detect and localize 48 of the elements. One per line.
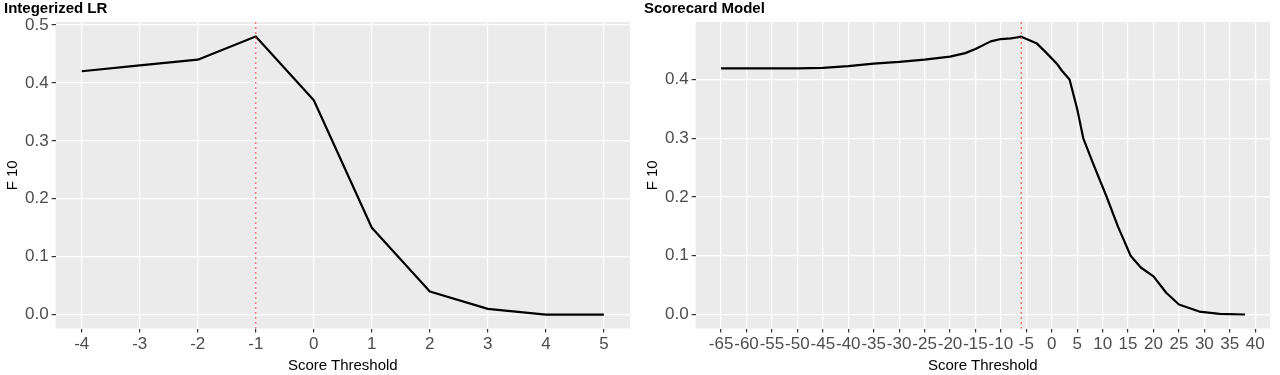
x-tick-label: 0	[1047, 334, 1057, 354]
x-tick-label: -2	[190, 334, 206, 354]
y-tick-label: 0.3	[24, 130, 49, 150]
x-tick-label: 40	[1245, 334, 1265, 354]
x-tick-label: -40	[835, 334, 861, 354]
x-tick-label: 4	[541, 334, 551, 354]
x-tick-label: -30	[886, 334, 912, 354]
x-tick-label: -65	[708, 334, 734, 354]
x-tick-label: 3	[483, 334, 493, 354]
x-tick-label: -60	[734, 334, 759, 354]
chart-title: Integerized LR	[4, 0, 108, 17]
x-tick-label: 0	[309, 334, 319, 354]
x-tick-label: 5	[599, 334, 609, 354]
y-tick-label: 0.4	[24, 72, 49, 92]
x-tick-label: 30	[1194, 334, 1214, 354]
x-tick-label: 35	[1220, 334, 1240, 354]
x-tick-label: -5	[1018, 334, 1034, 354]
x-tick-label: -10	[988, 334, 1014, 354]
x-tick-label: -55	[759, 334, 785, 354]
x-axis-title: Score Threshold	[287, 356, 398, 374]
x-tick-label: -15	[963, 334, 988, 354]
x-tick-label: -20	[937, 334, 963, 354]
y-axis-title: F 10	[3, 160, 21, 191]
x-tick-label: -25	[912, 334, 937, 354]
y-tick-label: 0.2	[664, 186, 689, 206]
y-tick-label: 0.1	[24, 246, 49, 266]
chart-title: Scorecard Model	[644, 0, 765, 17]
y-tick-label: 0.4	[664, 69, 689, 89]
x-tick-label: 1	[367, 334, 377, 354]
x-axis-title: Score Threshold	[927, 356, 1038, 374]
x-tick-label: -3	[132, 334, 148, 354]
x-tick-label: -50	[785, 334, 810, 354]
x-tick-label: 25	[1169, 334, 1189, 354]
y-axis-title: F 10	[643, 160, 661, 191]
x-tick-label: 5	[1072, 334, 1082, 354]
x-tick-label: 10	[1093, 334, 1113, 354]
x-tick-label: 15	[1118, 334, 1138, 354]
x-tick-label: 20	[1144, 334, 1163, 354]
x-tick-label: -45	[810, 334, 836, 354]
x-tick-label: 2	[425, 334, 435, 354]
x-tick-label: -35	[861, 334, 886, 354]
x-tick-label: -1	[248, 334, 264, 354]
y-tick-label: 0.1	[664, 245, 689, 265]
x-tick-label: -4	[74, 334, 90, 354]
y-tick-label: 0.0	[24, 304, 49, 324]
y-tick-label: 0.3	[664, 127, 689, 147]
y-tick-label: 0.0	[664, 304, 689, 324]
y-tick-label: 0.2	[24, 188, 49, 208]
